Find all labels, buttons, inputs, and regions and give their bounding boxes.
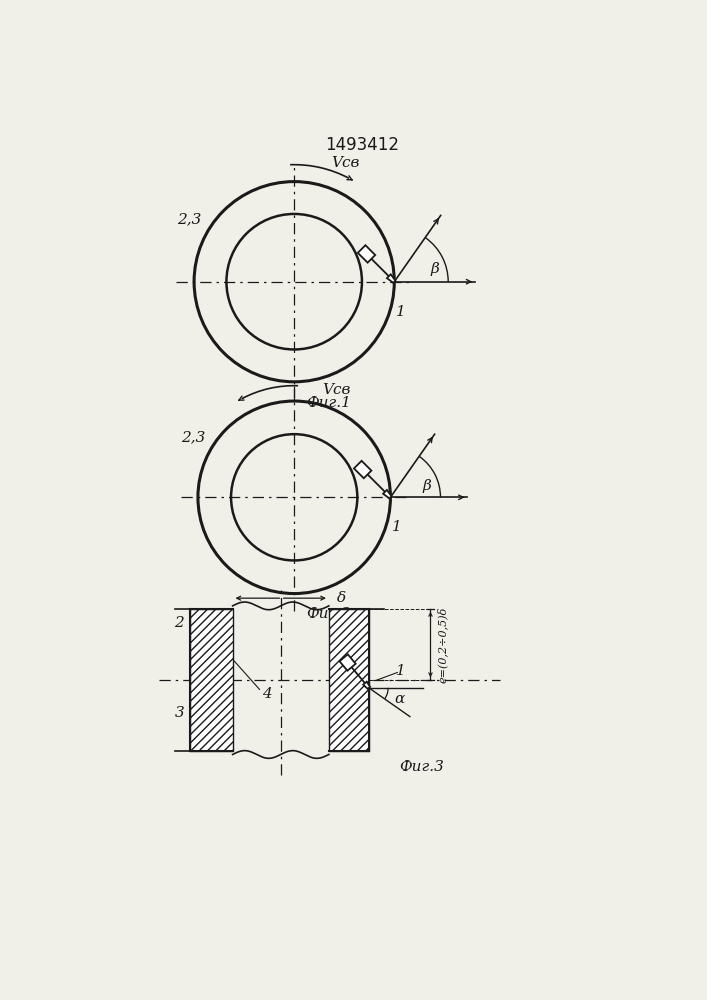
Text: Фиг.2: Фиг.2 [306,607,351,621]
Text: Vсв: Vсв [322,383,351,397]
Text: Vсв: Vсв [332,156,360,170]
Polygon shape [339,654,356,671]
Text: β: β [431,262,439,276]
Text: 3: 3 [175,706,184,720]
Bar [329,609,369,751]
Text: α: α [395,692,405,706]
Text: 1493412: 1493412 [325,136,399,154]
Polygon shape [383,490,392,498]
Text: Фиг.1: Фиг.1 [306,396,351,410]
Text: Фиг.3: Фиг.3 [399,760,444,774]
Text: δ: δ [337,591,346,605]
Text: e=(0,2÷0,5)δ: e=(0,2÷0,5)δ [438,606,448,683]
Text: 1: 1 [392,520,402,534]
Text: 2,3: 2,3 [181,431,206,445]
Polygon shape [358,245,375,263]
Bar [190,609,233,751]
Text: 2: 2 [175,616,184,630]
Polygon shape [363,682,370,689]
Text: 2,3: 2,3 [177,213,201,227]
Text: β: β [422,479,431,493]
Polygon shape [354,461,371,478]
Polygon shape [387,274,395,283]
Text: 4: 4 [262,687,272,701]
Text: 1: 1 [397,664,406,678]
Text: 1: 1 [396,305,405,319]
